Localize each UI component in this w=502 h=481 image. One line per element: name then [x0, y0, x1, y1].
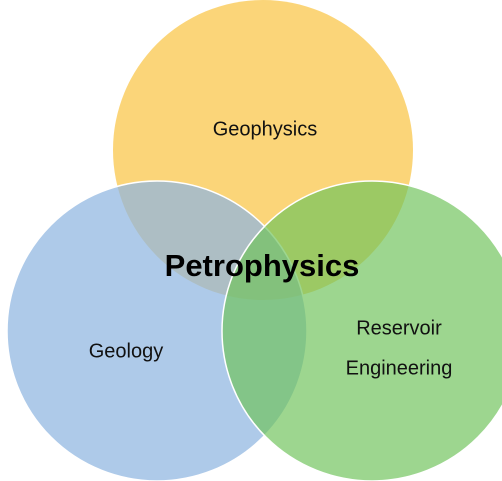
circle-label: Geology	[89, 340, 164, 362]
center-label: Petrophysics	[165, 248, 360, 283]
circle-label: Engineering	[346, 357, 453, 379]
reservoir-engineering-circle	[221, 180, 502, 481]
circle-label: Geophysics	[213, 118, 318, 140]
circle-label: Reservoir	[356, 317, 442, 339]
